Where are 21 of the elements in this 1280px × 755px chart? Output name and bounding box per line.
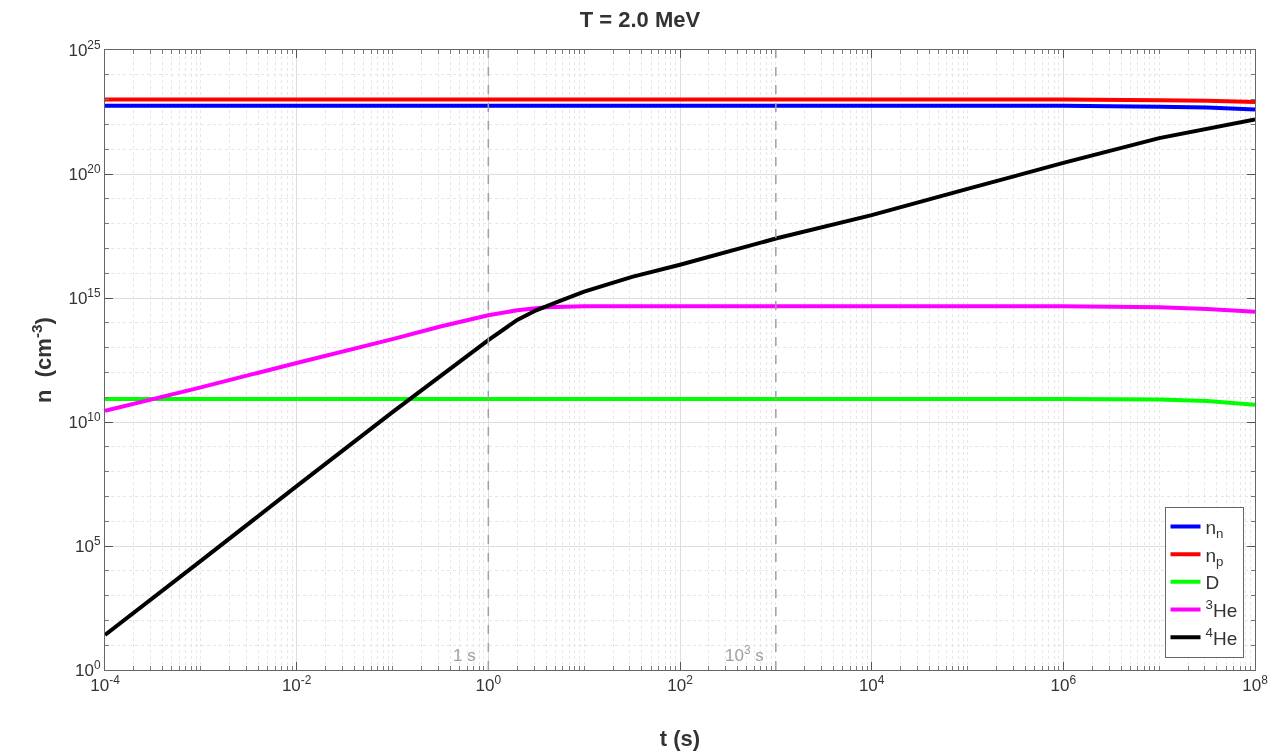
- x-tick-label: 10$^{-2}$: [281, 673, 312, 696]
- y-tick-label: 10$^{25}$: [68, 37, 101, 60]
- y-tick-label: 10$^{0}$: [75, 657, 101, 680]
- x-axis-title: t (s): [659, 726, 701, 751]
- x-tick-label: 10$^{6}$: [1050, 673, 1077, 696]
- legend-label: n$_{p}$: [1205, 544, 1224, 569]
- y-tick-label: 10$^{5}$: [75, 533, 101, 556]
- y-tick-label: 10$^{10}$: [68, 409, 101, 432]
- x-tick-label: 10$^{0}$: [475, 673, 502, 696]
- chart-title: T = 2.0 MeV: [579, 6, 701, 32]
- y-tick-label: 10$^{20}$: [68, 161, 101, 184]
- y-tick-label: 10$^{15}$: [68, 285, 101, 308]
- ref-line-label: 10$^{3}$ s: [725, 643, 764, 666]
- legend-label: $^{4}$He: [1205, 624, 1238, 649]
- legend-label: D: [1205, 572, 1220, 594]
- legend-label: $^{3}$He: [1205, 596, 1238, 621]
- legend-label: n$_{n}$: [1205, 516, 1224, 541]
- ref-line-label: 1 s: [453, 646, 476, 665]
- x-tick-label: 10$^{2}$: [667, 673, 694, 696]
- x-tick-label: 10$^{8}$: [1242, 673, 1269, 696]
- x-tick-label: 10$^{4}$: [858, 673, 885, 696]
